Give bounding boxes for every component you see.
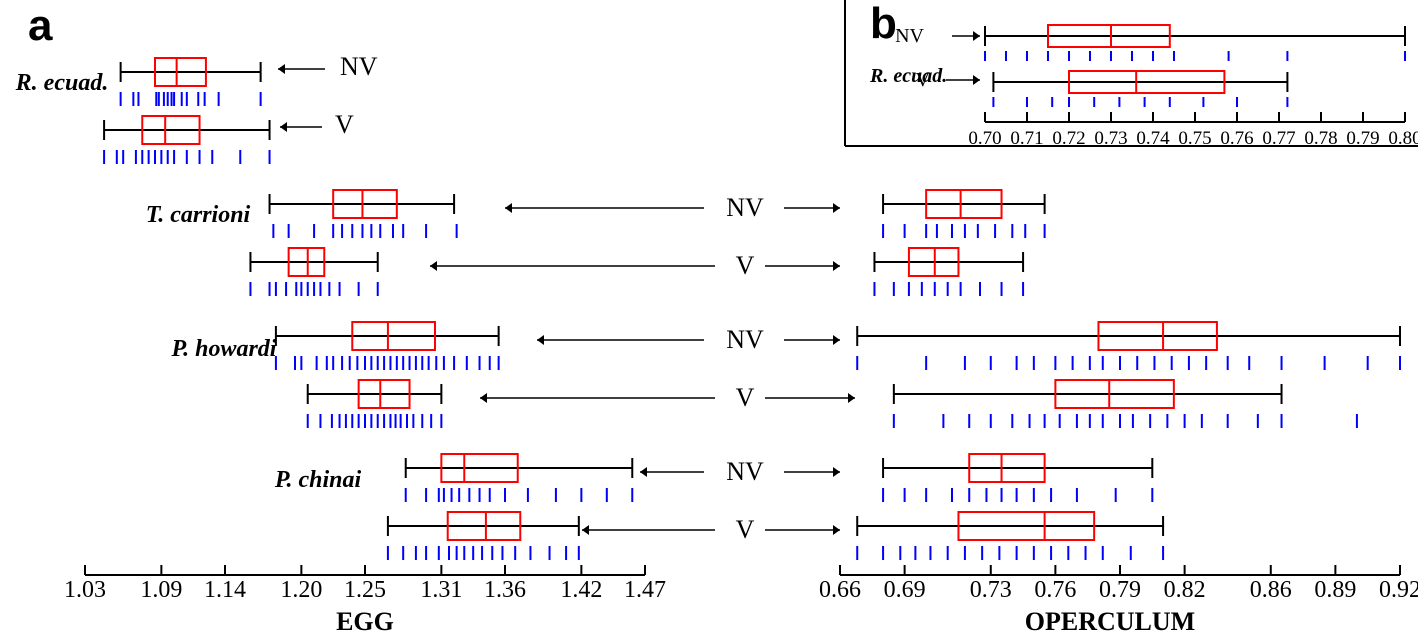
axis-tick-label: 0.75 [1178, 128, 1211, 149]
tier-label: NV [726, 457, 764, 486]
axis-title-operculum: OPERCULUM [1025, 607, 1195, 636]
tier-label: V [736, 251, 755, 280]
species-label: R. ecuad. [869, 65, 947, 87]
axis-tick-label: 0.70 [968, 128, 1001, 149]
species-label: P. howardi [171, 336, 277, 362]
axis-tick-label: 1.14 [204, 577, 246, 603]
axis-tick-label: 1.20 [280, 577, 322, 603]
axis-tick-label: 0.79 [1346, 128, 1379, 149]
axis-tick-label: 1.36 [484, 577, 526, 603]
tier-label: V [335, 110, 354, 139]
axis-tick-label: 1.09 [140, 577, 182, 603]
axis-tick-label: 0.74 [1136, 128, 1170, 149]
axis-tick-label: 0.78 [1304, 128, 1337, 149]
tier-label: NV [340, 52, 378, 81]
axis-tick-label: 0.76 [1220, 128, 1253, 149]
axis-tick-label: 1.42 [560, 577, 602, 603]
figure-svg: 1.03 1.09 1.14 1.20 1.25 1.31 1.36 1.42 1.47 0.66… [0, 0, 1418, 639]
axis-tick-label: 0.76 [1034, 577, 1076, 603]
axis-tick-label: 1.47 [624, 577, 666, 603]
axis-tick-label: 0.89 [1314, 577, 1356, 603]
tier-label: NV [726, 325, 764, 354]
axis-tick-label: 0.69 [884, 577, 926, 603]
axis-tick-label: 0.73 [1094, 128, 1127, 149]
tier-label: NV [895, 25, 924, 47]
axis-tick-label: 0.79 [1099, 577, 1141, 603]
axis-tick-label: 0.82 [1164, 577, 1206, 603]
axis-tick-label: 1.25 [344, 577, 386, 603]
tier-label: NV [726, 193, 764, 222]
axis-tick-label: 0.86 [1250, 577, 1292, 603]
species-label: R. ecuad. [15, 70, 109, 96]
axis-title-egg: EGG [336, 607, 394, 636]
species-label: T. carrioni [146, 202, 251, 228]
axis-tick-label: 0.80 [1388, 128, 1418, 149]
axis-tick-label: 0.73 [970, 577, 1012, 603]
axis-tick-label: 0.71 [1010, 128, 1043, 149]
panel-letter-a: a [28, 1, 53, 50]
species-label: P. chinai [274, 467, 362, 493]
axis-tick-label: 0.92 [1379, 577, 1418, 603]
panel-letter-b: b [870, 0, 897, 48]
axis-tick-label: 0.66 [819, 577, 861, 603]
axis-tick-label: 1.03 [64, 577, 106, 603]
axis-tick-label: 0.72 [1052, 128, 1085, 149]
tier-label: V [736, 515, 755, 544]
axis-tick-label: 1.31 [420, 577, 462, 603]
tier-label: V [916, 69, 931, 91]
tier-label: V [736, 383, 755, 412]
axis-tick-label: 0.77 [1262, 128, 1295, 149]
